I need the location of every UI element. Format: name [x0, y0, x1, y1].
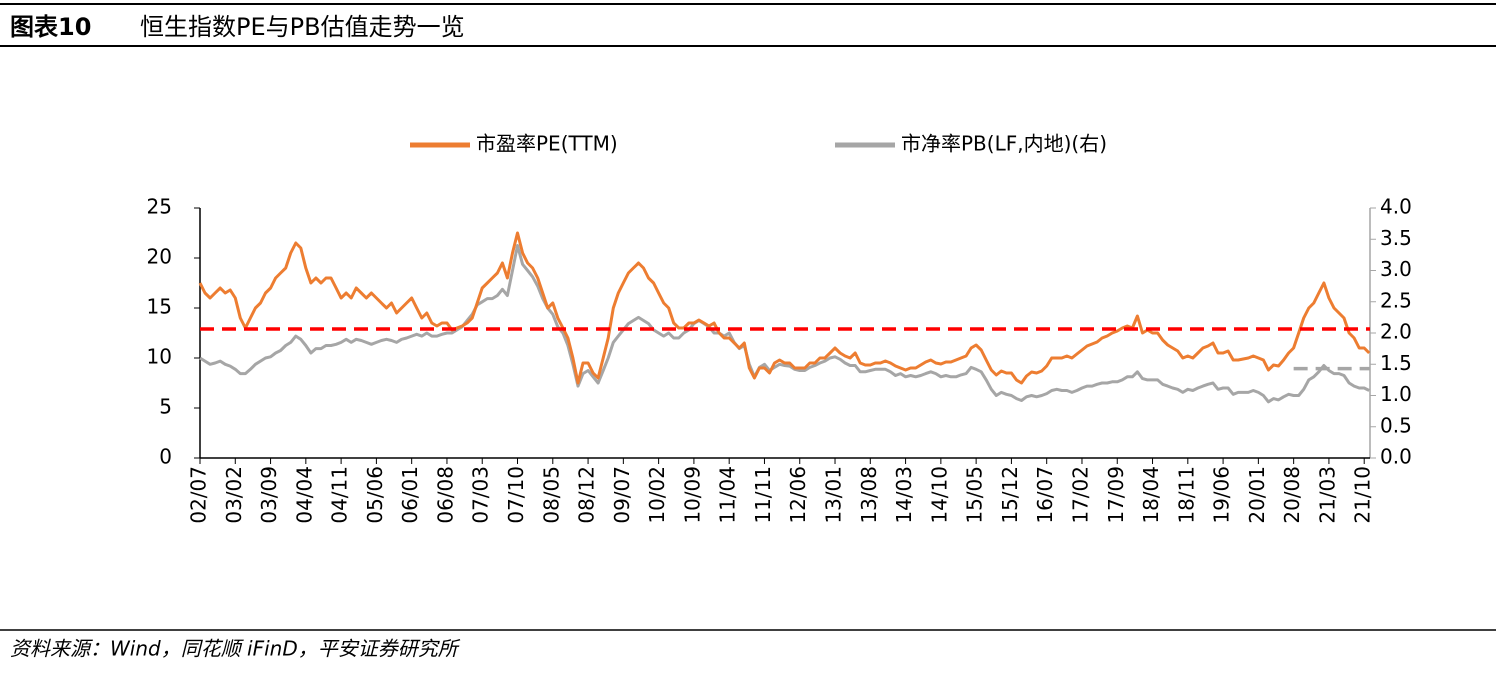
- x-tick-label: 03/02: [222, 466, 246, 524]
- x-tick-label: 08/12: [575, 466, 599, 524]
- x-tick-label: 14/03: [892, 466, 916, 524]
- figure-label: 图表10: [10, 13, 91, 41]
- x-tick-label: 06/08: [433, 466, 457, 524]
- x-tick-label: 12/06: [786, 466, 810, 524]
- y-tick-label: 5: [159, 395, 172, 419]
- legend-label: 市盈率PE(TTM): [476, 132, 618, 156]
- x-tick-label: 13/01: [822, 466, 846, 524]
- x-tick-label: 03/09: [257, 466, 281, 524]
- y2-tick-label: 1.5: [1380, 351, 1412, 375]
- y-tick-label: 15: [147, 295, 172, 319]
- x-tick-label: 11/04: [716, 466, 740, 524]
- x-tick-label: 09/07: [610, 466, 634, 524]
- x-tick-label: 16/07: [1033, 466, 1057, 524]
- legend-label: 市净率PB(LF,内地)(右): [901, 132, 1107, 156]
- y-tick-label: 0: [159, 445, 172, 469]
- x-tick-label: 11/11: [751, 466, 775, 524]
- x-tick-label: 17/02: [1068, 466, 1092, 524]
- series-line: [198, 231, 1371, 385]
- x-tick-label: 07/10: [504, 466, 528, 524]
- x-tick-label: 10/09: [680, 466, 704, 524]
- x-tick-label: 21/03: [1315, 466, 1339, 524]
- y2-tick-label: 1.0: [1380, 382, 1412, 406]
- x-tick-label: 20/01: [1245, 466, 1269, 524]
- y2-tick-label: 3.0: [1380, 257, 1412, 281]
- x-tick-label: 13/08: [857, 466, 881, 524]
- x-tick-label: 04/04: [292, 466, 316, 524]
- source-note: 资料来源：Wind，同花顺 iFinD，平安证券研究所: [10, 637, 461, 661]
- x-tick-label: 04/11: [328, 466, 352, 524]
- x-tick-label: 15/05: [963, 466, 987, 524]
- x-tick-label: 19/06: [1210, 466, 1234, 524]
- y2-tick-label: 2.5: [1380, 288, 1412, 312]
- x-tick-label: 07/03: [469, 466, 493, 524]
- x-tick-label: 06/01: [398, 466, 422, 524]
- x-tick-label: 14/10: [927, 466, 951, 524]
- y2-tick-label: 3.5: [1380, 226, 1412, 250]
- series-line: [199, 244, 1370, 404]
- x-tick-label: 02/07: [187, 466, 211, 524]
- y-tick-label: 25: [147, 195, 172, 219]
- x-tick-label: 18/04: [1139, 466, 1163, 524]
- x-tick-label: 08/05: [539, 466, 563, 524]
- x-tick-label: 18/11: [1174, 466, 1198, 524]
- y2-tick-label: 4.0: [1380, 195, 1412, 219]
- x-tick-label: 10/02: [645, 466, 669, 524]
- chart-title: 恒生指数PE与PB估值走势一览: [140, 13, 465, 41]
- y2-tick-label: 2.0: [1380, 320, 1412, 344]
- y2-tick-label: 0.0: [1380, 445, 1412, 469]
- y-tick-label: 20: [147, 245, 172, 269]
- x-tick-label: 20/08: [1280, 466, 1304, 524]
- y-tick-label: 10: [147, 345, 172, 369]
- y2-tick-label: 0.5: [1380, 413, 1412, 437]
- x-tick-label: 21/10: [1351, 466, 1375, 524]
- x-tick-label: 05/06: [363, 466, 387, 524]
- x-tick-label: 15/12: [998, 466, 1022, 524]
- x-tick-label: 17/09: [1104, 466, 1128, 524]
